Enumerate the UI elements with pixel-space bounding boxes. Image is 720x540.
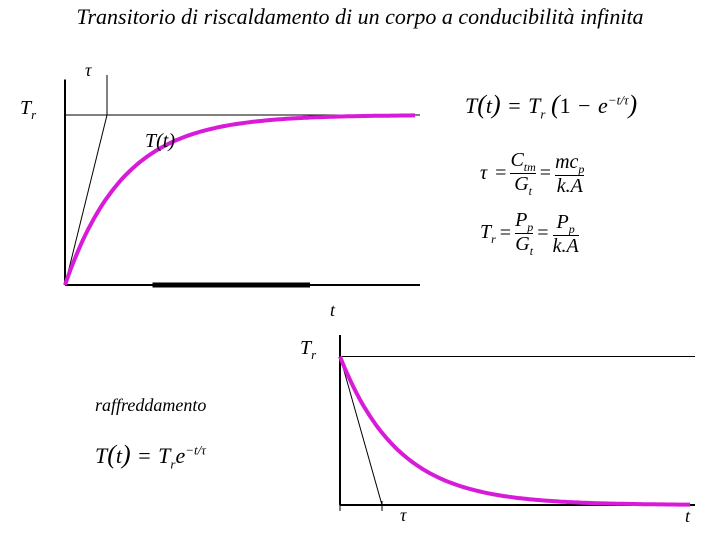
tau-label-1: τ bbox=[85, 60, 91, 81]
cooling-formula: T(t) = Tre−t/τ bbox=[95, 440, 206, 472]
cooling-chart bbox=[330, 330, 700, 515]
cooling-label: raffreddamento bbox=[95, 395, 206, 416]
tt-label: T(t) bbox=[145, 130, 175, 153]
t-axis-label-1: t bbox=[330, 300, 335, 321]
t-axis-label-2: t bbox=[685, 506, 690, 527]
tau-label-2: τ bbox=[400, 505, 406, 526]
tr-formula: Tr = Pp Gt = Pp k.A bbox=[480, 210, 579, 257]
heating-chart bbox=[55, 75, 425, 295]
tau-formula: τ = Ctm Gt = mcp k.A bbox=[480, 150, 584, 197]
page-title: Transitorio di riscaldamento di un corpo… bbox=[0, 4, 720, 30]
tr-label-2: Tr bbox=[300, 337, 316, 363]
heating-formula: T(t) = Tr (1 − e−t/τ) bbox=[465, 90, 637, 122]
tr-label-1: Tr bbox=[20, 97, 36, 123]
